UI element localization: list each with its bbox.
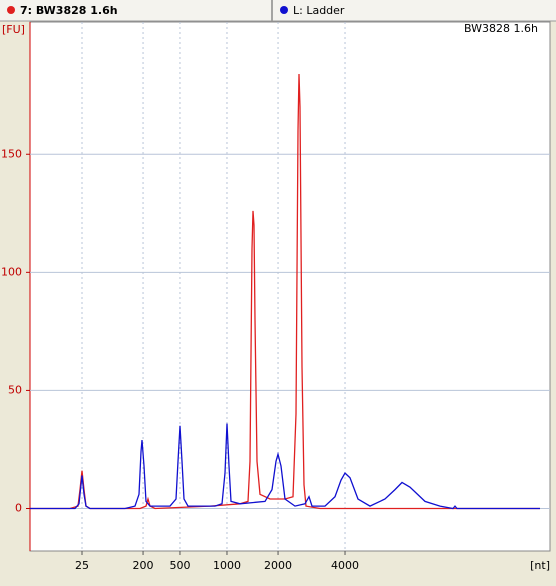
legend-marker — [7, 6, 15, 14]
y-tick-label: 50 — [8, 383, 22, 396]
legend-label[interactable]: 7: BW3828 1.6h — [20, 4, 118, 17]
plot-area — [29, 21, 551, 552]
x-tick-label: 4000 — [331, 559, 359, 572]
y-tick-label: 100 — [1, 265, 22, 278]
x-tick-label: 2000 — [264, 559, 292, 572]
x-tick-label: 500 — [169, 559, 190, 572]
x-axis-label: [nt] — [530, 559, 550, 572]
x-tick-label: 25 — [75, 559, 89, 572]
y-tick-label: 150 — [1, 147, 22, 160]
legend-label[interactable]: L: Ladder — [293, 4, 345, 17]
series-line — [30, 423, 540, 510]
x-tick-label: 1000 — [213, 559, 241, 572]
legend-marker — [280, 6, 288, 14]
legend-bar — [0, 0, 556, 21]
annotation: BW3828 1.6h — [464, 22, 538, 35]
x-tick-label: 200 — [133, 559, 154, 572]
y-axis-label: [FU] — [2, 23, 25, 36]
y-tick-label: 0 — [15, 501, 22, 514]
